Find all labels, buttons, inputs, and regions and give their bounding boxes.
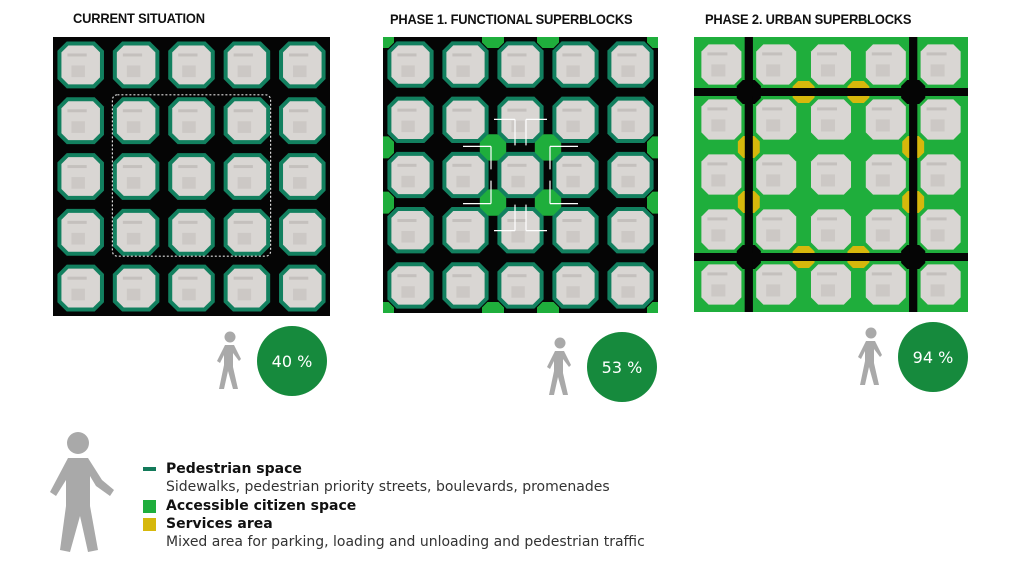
city-block	[116, 212, 156, 252]
percentage-circle: 53 %	[587, 332, 657, 402]
city-block	[172, 101, 211, 141]
city-block	[172, 157, 211, 196]
city-block	[227, 212, 267, 252]
city-block	[611, 45, 650, 84]
percentage-circle: 94 %	[898, 322, 968, 392]
citizen-space-intersection	[479, 134, 507, 161]
city-block	[391, 45, 430, 84]
city-block	[283, 212, 322, 252]
superblock-grid	[383, 37, 658, 313]
city-block	[116, 268, 156, 308]
superblock-grid	[53, 37, 330, 316]
city-block	[556, 266, 595, 305]
city-block	[61, 268, 100, 308]
city-block	[446, 211, 485, 250]
walking-person-icon	[858, 327, 882, 385]
city-block	[172, 268, 211, 308]
walking-person-icon	[217, 331, 241, 389]
walking-person-icon	[50, 432, 114, 552]
phase1-grid	[383, 37, 658, 313]
city-block	[283, 101, 322, 141]
panel-title-phase1: PHASE 1. FUNCTIONAL SUPERBLOCKS	[390, 11, 633, 27]
superblock-grid	[694, 37, 968, 312]
city-block	[116, 45, 156, 85]
city-block	[501, 266, 540, 305]
city-block	[446, 100, 485, 139]
city-block	[446, 45, 485, 84]
citizen-space-intersection	[534, 189, 562, 216]
current-situation-grid	[53, 37, 330, 316]
legend-item-pedestrian: Pedestrian space	[143, 460, 645, 478]
city-block	[446, 266, 485, 305]
city-block	[61, 101, 100, 141]
stat-phase2: 94 %	[854, 322, 968, 392]
percentage-circle: 40 %	[257, 326, 327, 396]
city-block	[116, 157, 156, 196]
city-block	[227, 101, 267, 141]
square-swatch-icon	[143, 517, 156, 531]
city-block	[501, 155, 540, 195]
city-block	[172, 45, 211, 85]
superblock-outline	[111, 94, 272, 257]
city-block	[611, 155, 650, 195]
stat-current: 40 %	[213, 326, 327, 396]
walking-person-icon	[547, 337, 571, 395]
city-block	[446, 155, 485, 195]
phase2-grid	[694, 37, 968, 312]
legend-description: Mixed area for parking, loading and unlo…	[166, 534, 645, 550]
city-block	[227, 157, 267, 196]
square-swatch-icon	[143, 499, 156, 513]
city-block	[172, 212, 211, 252]
citizen-space-intersection	[534, 134, 562, 161]
city-block	[501, 45, 540, 84]
turn-arrow-icon	[463, 118, 578, 232]
city-block	[556, 211, 595, 250]
legend: Pedestrian space Sidewalks, pedestrian p…	[143, 460, 645, 552]
city-block	[556, 100, 595, 139]
city-block	[391, 266, 430, 305]
city-block	[61, 157, 100, 196]
panel-title-phase2: PHASE 2. URBAN SUPERBLOCKS	[705, 11, 912, 27]
city-block	[61, 45, 100, 85]
city-block	[611, 100, 650, 139]
city-block	[227, 45, 267, 85]
city-block	[611, 211, 650, 250]
city-block	[283, 45, 322, 85]
legend-description: Sidewalks, pedestrian priority streets, …	[166, 479, 610, 495]
city-block	[391, 211, 430, 250]
stat-phase1: 53 %	[543, 332, 657, 402]
city-block	[227, 268, 267, 308]
city-block	[283, 157, 322, 196]
panel-title-current: CURRENT SITUATION	[73, 10, 205, 26]
legend-item-services: Services area	[143, 515, 645, 533]
dash-swatch-icon	[143, 467, 156, 471]
city-block	[116, 101, 156, 141]
city-block	[391, 155, 430, 195]
city-block	[556, 155, 595, 195]
city-block	[556, 45, 595, 84]
legend-item-citizen-space: Accessible citizen space	[143, 497, 645, 515]
citizen-space-intersection	[479, 189, 507, 216]
city-block	[61, 212, 100, 252]
city-block	[391, 100, 430, 139]
city-block	[283, 268, 322, 308]
city-block	[611, 266, 650, 305]
